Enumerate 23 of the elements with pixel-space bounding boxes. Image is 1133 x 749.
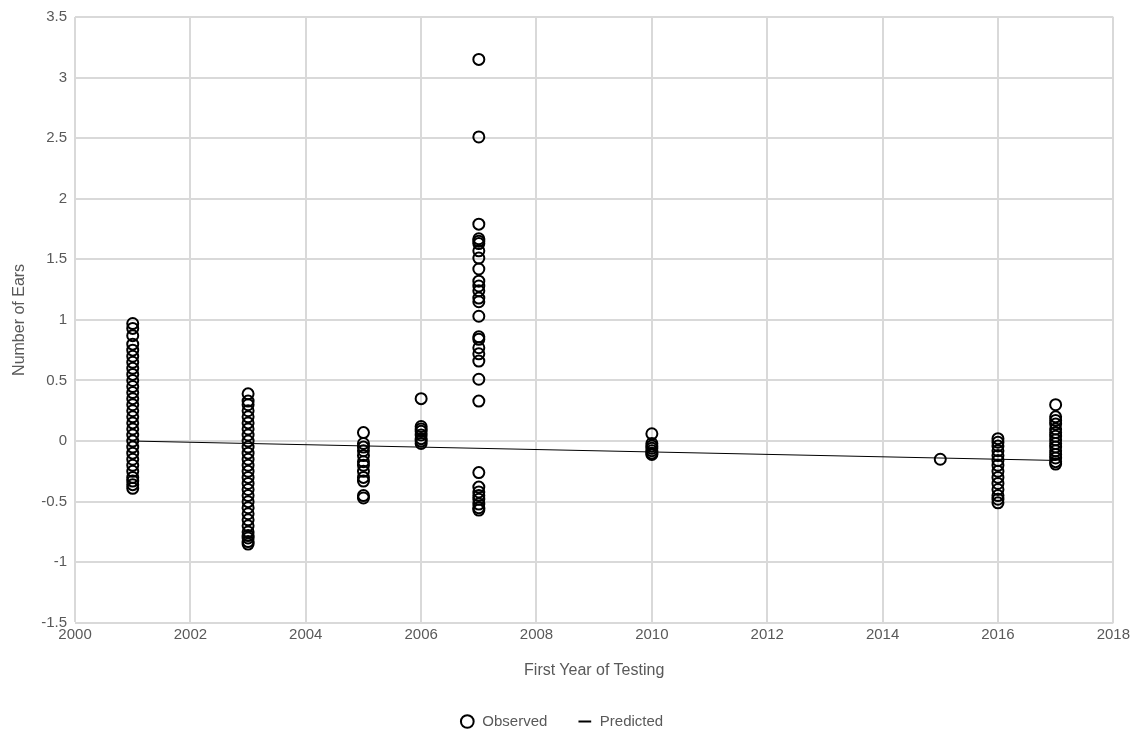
y-axis-title: Number of Ears [10,263,28,376]
y-tick-label: -1 [53,552,68,570]
legend-label: Observed [482,711,548,729]
x-tick-label: 2002 [173,624,208,642]
y-tick-label: 1 [58,310,68,328]
y-tick-label: 3.5 [46,7,68,25]
legend-label: Predicted [599,711,664,729]
y-tick-label: 1.5 [46,249,68,267]
y-tick-label: 0.5 [46,370,68,388]
x-tick-label: 2016 [981,624,1015,642]
x-tick-label: 2006 [404,624,438,642]
x-tick-label: 2018 [1096,624,1130,642]
y-tick-label: 2 [58,188,68,206]
y-tick-label: 2.5 [46,128,68,146]
y-tick-label: -0.5 [41,491,68,509]
y-tick-label: 3 [58,67,68,85]
x-tick-label: 2008 [519,624,554,642]
x-axis-title: First Year of Testing [524,660,665,678]
y-tick-label: 0 [58,431,68,449]
x-tick-label: 2014 [865,624,900,642]
x-tick-label: 2004 [289,624,323,642]
x-tick-label: 2010 [635,624,669,642]
x-tick-label: 2012 [750,624,784,642]
